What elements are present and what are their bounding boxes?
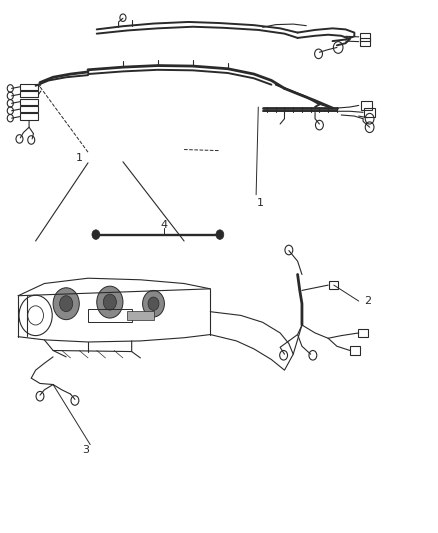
Circle shape (216, 230, 224, 239)
Text: 2: 2 (364, 296, 371, 306)
Bar (361, 101, 372, 110)
Bar (20, 106, 38, 112)
Bar (328, 281, 338, 289)
Bar (360, 38, 370, 46)
Text: 4: 4 (161, 220, 168, 230)
Bar (20, 114, 38, 120)
Circle shape (60, 296, 73, 312)
Circle shape (148, 297, 159, 310)
Text: 1: 1 (257, 198, 264, 208)
Bar (360, 33, 370, 41)
Bar (364, 108, 375, 117)
Bar (20, 99, 38, 105)
Circle shape (53, 288, 79, 320)
Bar (350, 346, 360, 355)
Circle shape (143, 290, 164, 317)
Text: 3: 3 (82, 445, 89, 455)
Bar (88, 309, 132, 322)
Circle shape (92, 230, 100, 239)
Text: 1: 1 (76, 152, 83, 163)
Bar (20, 84, 38, 90)
Bar (358, 329, 368, 337)
Bar (127, 311, 153, 320)
Circle shape (97, 286, 123, 318)
Bar (20, 91, 38, 98)
Circle shape (103, 294, 117, 310)
